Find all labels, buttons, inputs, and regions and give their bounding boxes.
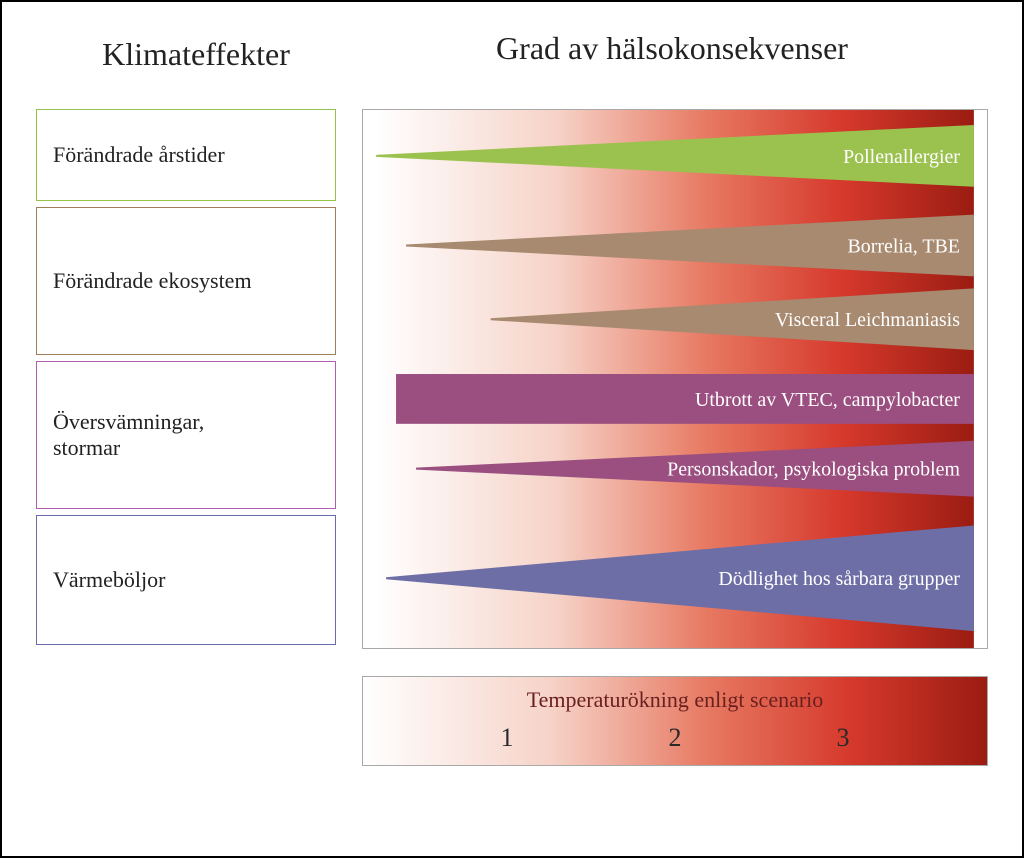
consequence-label: Borrelia, TBE xyxy=(848,235,960,257)
effects-column: Förändrade årstiderFörändrade ekosystemÖ… xyxy=(36,109,336,766)
legend-values: 1 2 3 xyxy=(363,723,987,753)
legend-value: 1 xyxy=(501,723,514,753)
effect-box: Förändrade ekosystem xyxy=(36,207,336,355)
legend-value: 2 xyxy=(669,723,682,753)
header-row: Klimateffekter Grad av hälsokonsekvenser xyxy=(36,30,988,73)
diagram-frame: Klimateffekter Grad av hälsokonsekvenser… xyxy=(0,0,1024,858)
consequence-label: Personskador, psykologiska problem xyxy=(667,459,960,481)
consequence-label: Pollenallergier xyxy=(843,146,960,168)
consequence-label: Utbrott av VTEC, campylobacter xyxy=(695,389,960,411)
gradient-panel: Pollenallergier Borrelia, TBE Visceral Lei… xyxy=(362,109,988,649)
legend-panel: Temperaturökning enligt scenario 1 2 3 xyxy=(362,676,988,766)
effect-box: Värmeböljor xyxy=(36,515,336,645)
effect-box: Förändrade årstider xyxy=(36,109,336,201)
effect-box: Översvämningar, stormar xyxy=(36,361,336,509)
consequences-column: Pollenallergier Borrelia, TBE Visceral Lei… xyxy=(362,109,988,766)
legend-value: 3 xyxy=(837,723,850,753)
content-row: Förändrade årstiderFörändrade ekosystemÖ… xyxy=(36,109,988,766)
consequence-label: Dödlighet hos sårbara grupper xyxy=(718,568,960,590)
consequence-label: Visceral Leichmaniasis xyxy=(775,309,960,331)
header-right: Grad av hälsokonsekvenser xyxy=(356,30,988,73)
legend-title: Temperaturökning enligt scenario xyxy=(363,687,987,713)
header-left: Klimateffekter xyxy=(36,30,356,73)
